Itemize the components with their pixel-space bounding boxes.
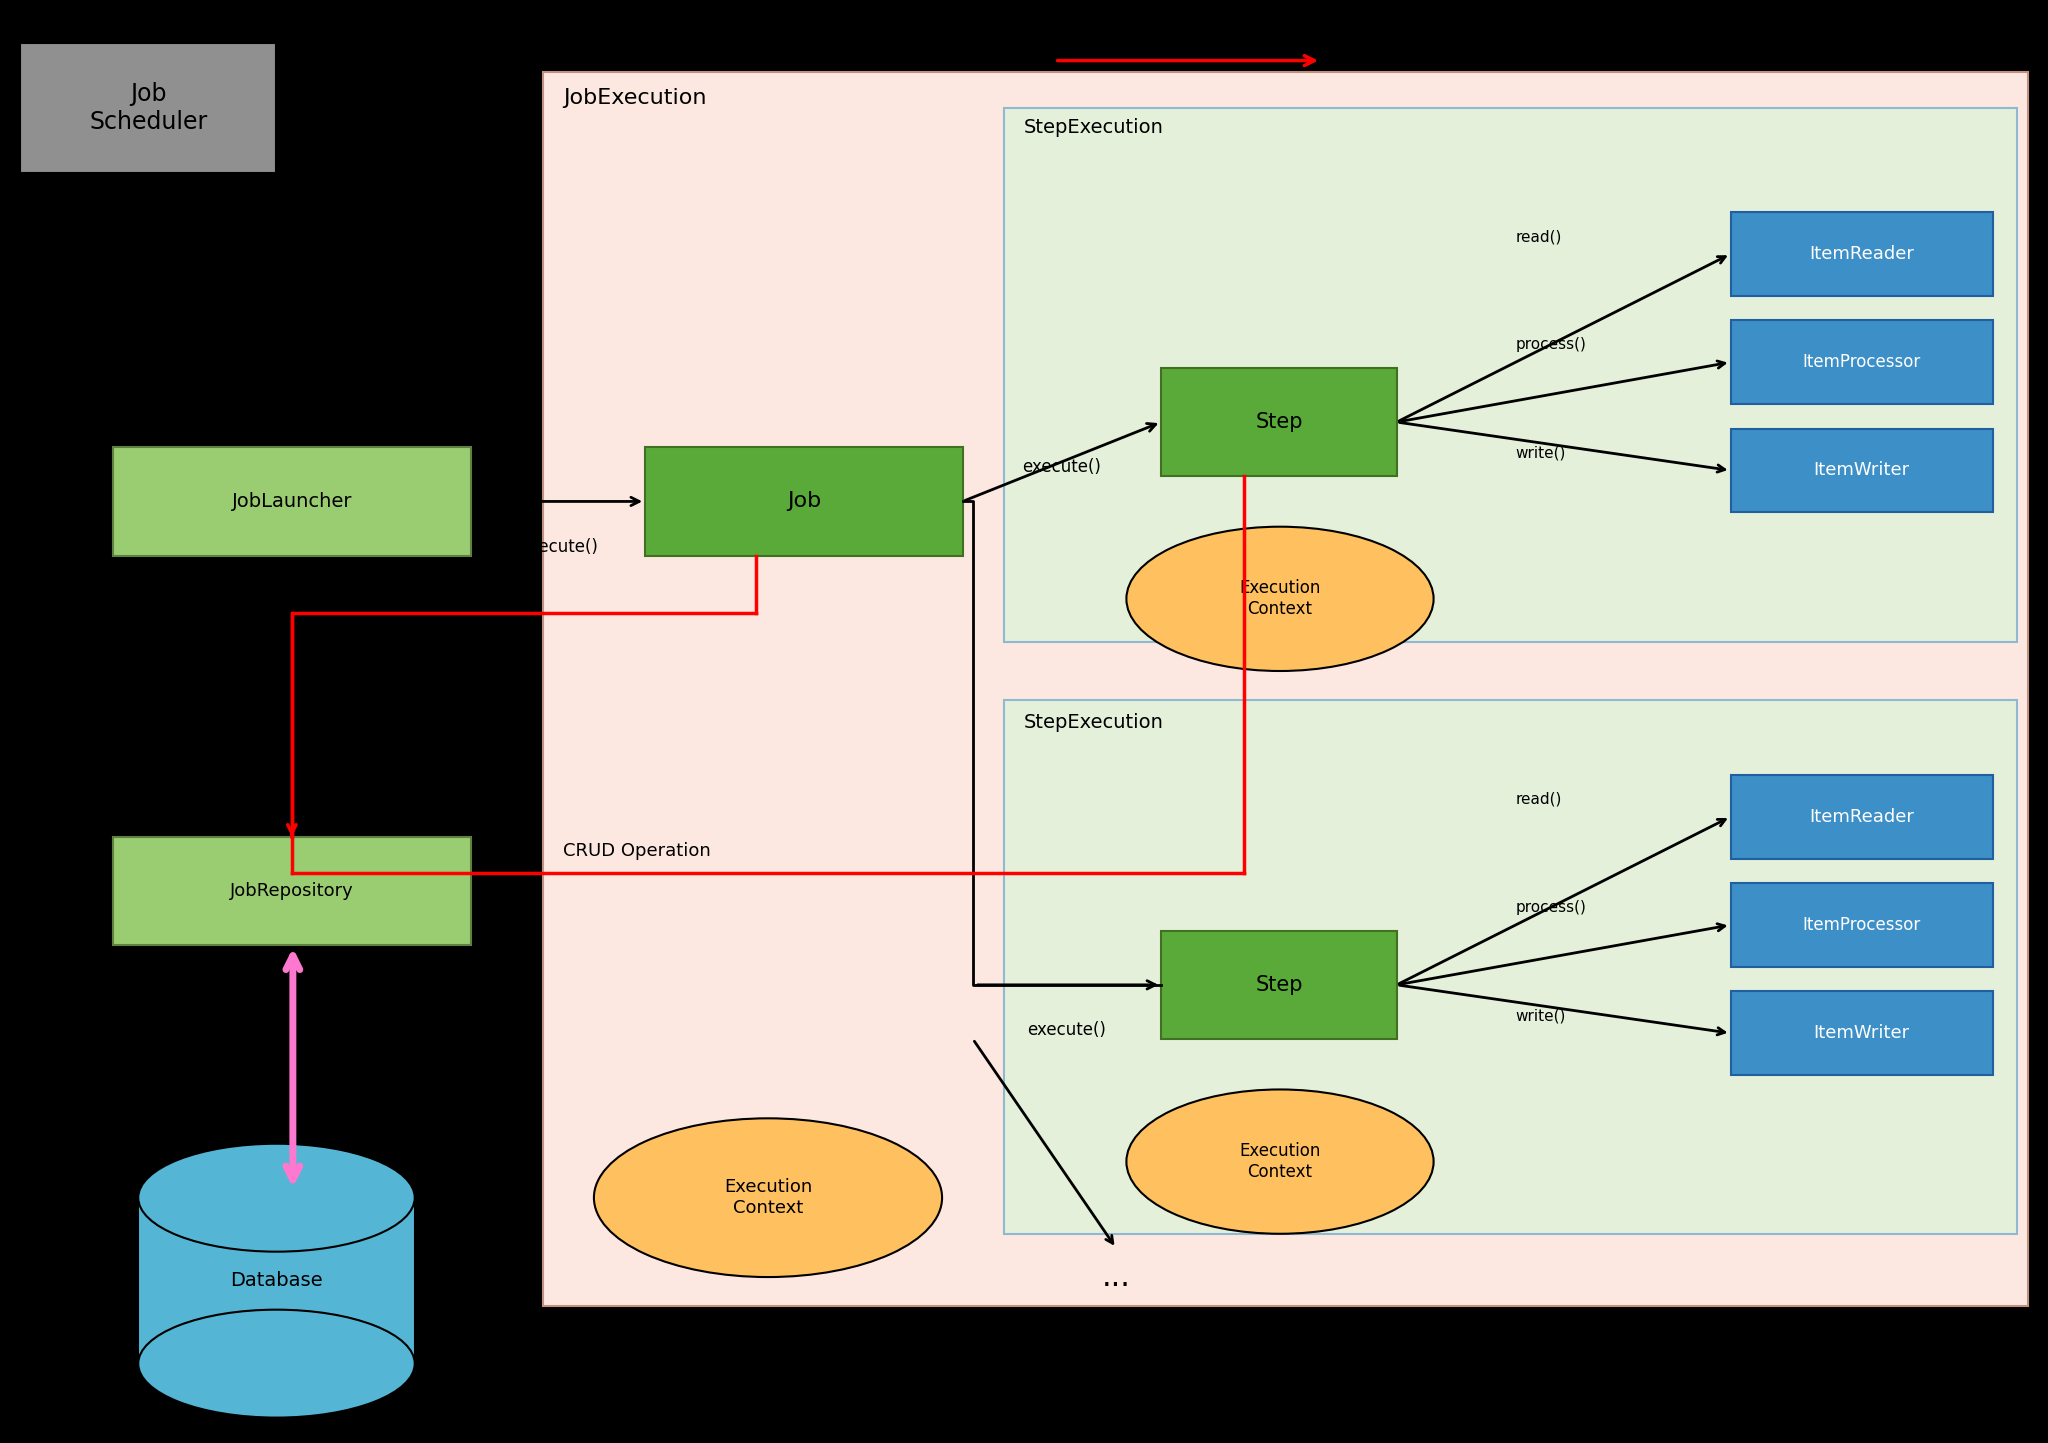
Text: ItemWriter: ItemWriter bbox=[1815, 462, 1909, 479]
Text: StepExecution: StepExecution bbox=[1024, 713, 1163, 732]
FancyBboxPatch shape bbox=[139, 1198, 414, 1364]
Text: Execution
Context: Execution Context bbox=[1239, 1143, 1321, 1180]
FancyBboxPatch shape bbox=[1161, 368, 1397, 476]
FancyBboxPatch shape bbox=[1161, 931, 1397, 1039]
Text: execute(): execute() bbox=[1028, 1022, 1106, 1039]
Text: write(): write() bbox=[1516, 1009, 1567, 1023]
FancyBboxPatch shape bbox=[1004, 700, 2017, 1234]
Text: ItemReader: ItemReader bbox=[1808, 808, 1915, 825]
Ellipse shape bbox=[139, 1310, 414, 1417]
Text: ...: ... bbox=[1102, 1263, 1130, 1291]
Text: Step: Step bbox=[1255, 413, 1303, 431]
Text: CRUD Operation: CRUD Operation bbox=[563, 843, 711, 860]
Text: Step: Step bbox=[1255, 975, 1303, 994]
FancyBboxPatch shape bbox=[113, 837, 471, 945]
Text: read(): read() bbox=[1516, 792, 1563, 807]
Ellipse shape bbox=[139, 1144, 414, 1251]
FancyBboxPatch shape bbox=[1731, 775, 1993, 859]
Text: write(): write() bbox=[1516, 446, 1567, 460]
Text: JobRepository: JobRepository bbox=[229, 882, 354, 900]
FancyBboxPatch shape bbox=[1731, 320, 1993, 404]
Text: process(): process() bbox=[1516, 338, 1587, 352]
Text: execute(): execute() bbox=[518, 538, 598, 556]
Ellipse shape bbox=[1126, 527, 1434, 671]
FancyBboxPatch shape bbox=[113, 447, 471, 556]
Text: Job
Scheduler: Job Scheduler bbox=[90, 82, 207, 134]
Text: JobLauncher: JobLauncher bbox=[231, 492, 352, 511]
Text: process(): process() bbox=[1516, 900, 1587, 915]
FancyBboxPatch shape bbox=[543, 72, 2028, 1306]
Ellipse shape bbox=[1126, 1089, 1434, 1234]
Text: ItemWriter: ItemWriter bbox=[1815, 1025, 1909, 1042]
Text: read(): read() bbox=[1516, 229, 1563, 244]
FancyBboxPatch shape bbox=[20, 43, 276, 173]
Ellipse shape bbox=[594, 1118, 942, 1277]
Text: ItemProcessor: ItemProcessor bbox=[1802, 916, 1921, 934]
Text: Database: Database bbox=[229, 1271, 324, 1290]
Text: JobExecution: JobExecution bbox=[563, 88, 707, 108]
Text: StepExecution: StepExecution bbox=[1024, 118, 1163, 137]
FancyBboxPatch shape bbox=[1731, 212, 1993, 296]
Text: Job: Job bbox=[786, 492, 821, 511]
FancyBboxPatch shape bbox=[1004, 108, 2017, 642]
Text: execute(): execute() bbox=[1022, 459, 1102, 476]
FancyBboxPatch shape bbox=[1731, 883, 1993, 967]
Text: Execution
Context: Execution Context bbox=[1239, 580, 1321, 618]
FancyBboxPatch shape bbox=[1731, 429, 1993, 512]
Text: Execution
Context: Execution Context bbox=[723, 1179, 813, 1216]
Text: ItemProcessor: ItemProcessor bbox=[1802, 354, 1921, 371]
Text: ItemReader: ItemReader bbox=[1808, 245, 1915, 263]
FancyBboxPatch shape bbox=[645, 447, 963, 556]
FancyBboxPatch shape bbox=[1731, 991, 1993, 1075]
